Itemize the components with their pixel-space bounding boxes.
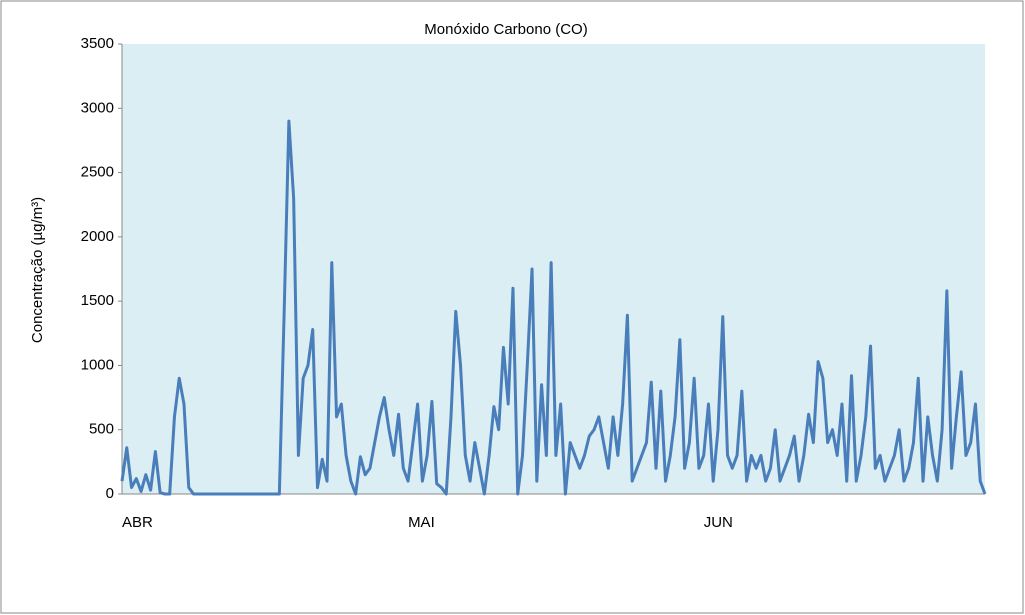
y-tick-label: 3500 xyxy=(81,35,114,52)
data-line xyxy=(120,119,987,496)
y-tick-label: 2500 xyxy=(81,164,114,181)
y-tick-label: 500 xyxy=(89,421,114,438)
y-tick-label: 1000 xyxy=(81,356,114,373)
y-tick-label: 1500 xyxy=(81,292,114,309)
plot-area xyxy=(122,44,985,494)
x-tick-label: JUN xyxy=(704,514,733,531)
y-tick-label: 2000 xyxy=(81,228,114,245)
x-tick-label: MAI xyxy=(408,514,435,531)
x-tick-label: ABR xyxy=(122,514,153,531)
y-axis-label: Concentração (µg/m³) xyxy=(29,197,46,343)
y-tick-label: 0 xyxy=(106,485,114,502)
chart-title: Monóxido Carbono (CO) xyxy=(424,21,587,38)
y-tick-label: 3000 xyxy=(81,99,114,116)
